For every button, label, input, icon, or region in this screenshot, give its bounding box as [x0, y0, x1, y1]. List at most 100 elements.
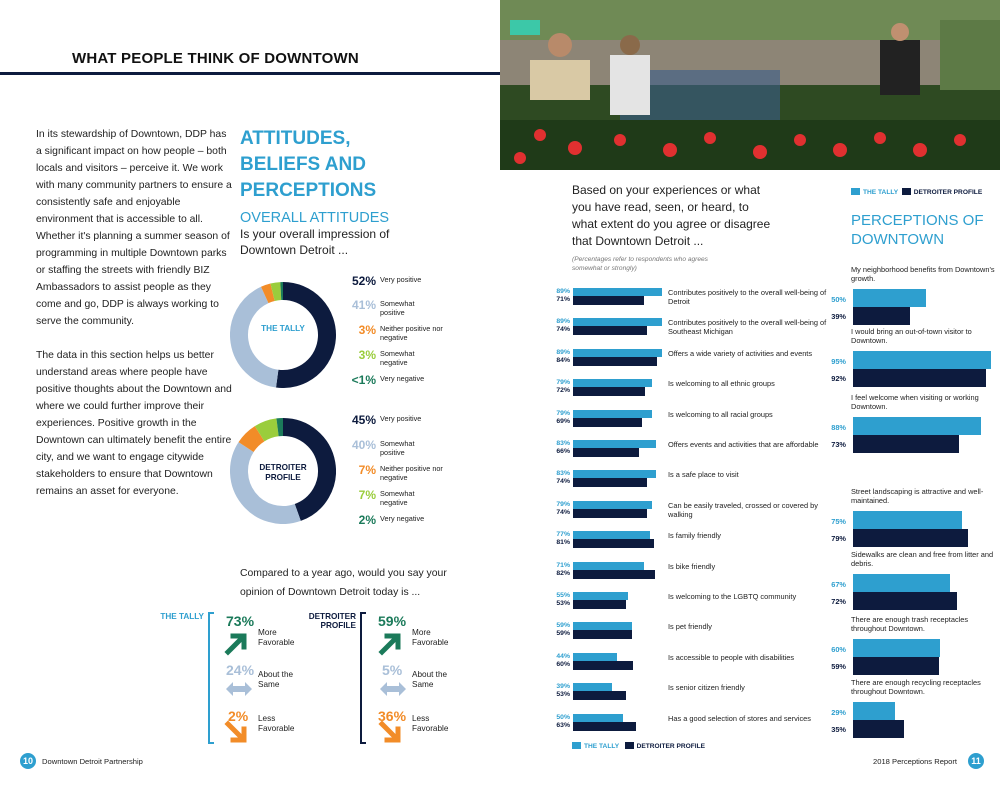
tally-same-label: About the Same [258, 670, 294, 689]
agreement-question: Based on your experiences or what you ha… [572, 183, 771, 248]
bar-row-label: Is accessible to people with disabilitie… [668, 652, 795, 662]
bar-row: 83% 74% Is a safe place to visit [540, 470, 840, 494]
detroiter-donut-chart [230, 418, 336, 524]
detroiter-stat: 45% Very positive [352, 413, 436, 427]
detroiter-bracket [360, 612, 366, 744]
donut-slice [238, 426, 265, 453]
tally-value-label: 39% [556, 683, 570, 691]
bar-row-label: Offers a wide variety of activities and … [668, 348, 813, 358]
bar-row: 79% 69% Is welcoming to all racial groups [540, 409, 840, 434]
detroiter-value-label: 69% [556, 417, 570, 425]
bar-row-label: Is senior citizen friendly [668, 683, 745, 693]
detroiter-value-label: 66% [556, 448, 570, 455]
comparison-question: Compared to a year ago, would you say yo… [240, 568, 447, 598]
detroiter-bar [573, 508, 647, 518]
donut-slice [230, 286, 279, 388]
tally-value-label: 55% [556, 592, 570, 599]
tally-value-label: 50% [556, 713, 570, 721]
title-rule [0, 72, 500, 75]
bar-row: 89% 74% Contributes positively to the over… [540, 318, 840, 342]
stat-pct: 2% [358, 513, 376, 527]
detroiter-bar [573, 478, 647, 488]
stat-pct: 41% [351, 298, 376, 312]
tally-value-label: 89% [556, 288, 570, 295]
overall-question: Is your overall impression of Downtown D… [240, 227, 390, 257]
legend-bottom: THE TALLY DETROITER PROFILE [572, 742, 705, 750]
detroiter-bar [853, 592, 958, 610]
stat-label: Somewhat positive [380, 439, 415, 457]
detroiter-bar [573, 630, 632, 640]
detroiter-bar [573, 448, 639, 457]
tally-value-label: 60% [831, 645, 846, 654]
detroiter-value-label: 39% [831, 312, 846, 321]
arrow-up-right-icon [224, 633, 247, 656]
tally-donut-label: THE TALLY [261, 324, 305, 333]
bar-row-label: Is bike friendly [668, 561, 716, 571]
tally-same-pct: 24% [226, 662, 255, 678]
detroiter-bar [573, 660, 633, 670]
detroiter-bar [853, 307, 910, 325]
detroiter-value-label: 53% [556, 691, 570, 699]
tally-bar [573, 500, 652, 509]
detroiter-value-label: 59% [556, 630, 570, 638]
donut-slice [254, 418, 280, 442]
donut-slice [230, 442, 301, 524]
detroiter-bar [853, 529, 968, 547]
detroiter-bar [573, 539, 654, 549]
stat-pct: <1% [351, 373, 376, 387]
tally-bar [573, 379, 652, 388]
arrow-left-right-icon [226, 682, 252, 696]
detroiter-same-pct: 5% [382, 662, 403, 678]
tally-value-label: 79% [556, 409, 570, 417]
detroiter-value-label: 84% [556, 356, 570, 364]
tally-comparison-tag: THE TALLY [160, 612, 204, 621]
tally-stat: 3% Somewhat negative [359, 348, 440, 367]
stat-label: Very negative [380, 514, 425, 523]
tally-stat: 52% Very positive [352, 274, 436, 288]
detroiter-donut-label: DETROITER PROFILE [259, 463, 307, 482]
tally-value-label: 89% [556, 318, 570, 326]
intro-text: In its stewardship of Downtown, DDP has … [36, 126, 232, 517]
tally-value-label: 29% [831, 708, 846, 717]
arrow-left-right-icon [380, 682, 406, 696]
tally-bracket [208, 612, 214, 744]
tally-bar [573, 348, 662, 357]
detroiter-value-label: 92% [831, 374, 846, 383]
detroiter-value-label: 73% [831, 440, 846, 449]
tally-bar [853, 417, 981, 435]
tally-value-label: 44% [556, 652, 570, 660]
stat-pct: 7% [358, 463, 376, 477]
legend-detroiter-swatch [624, 742, 634, 749]
detroiter-comparison-tag: DETROITER PROFILE [308, 612, 356, 630]
stat-label: Very positive [380, 275, 422, 284]
tally-stat: 3% Neither positive nor negative [359, 323, 444, 342]
donut-slice [276, 282, 336, 388]
bar-row: 44% 60% Is accessible to people with disab… [540, 652, 840, 677]
stat-label: Somewhat negative [380, 489, 415, 507]
detroiter-more-label: More Favorable [412, 628, 449, 647]
bar-row-label: Contributes positively to the overall we… [668, 288, 827, 306]
detroiter-bar [573, 417, 642, 427]
detroiter-value-label: 72% [831, 597, 846, 606]
tally-bar [853, 289, 926, 307]
tally-bar [853, 639, 940, 657]
tally-bar [573, 713, 623, 722]
bar-row: 77% 81% Is family friendly [540, 531, 840, 555]
perception-label: I would bring an out-of-town visitor to … [851, 327, 972, 345]
bar-row-label: Is welcoming to the LGBTQ community [668, 592, 797, 601]
tally-less-pct: 2% [228, 708, 249, 724]
tally-value-label: 59% [556, 622, 570, 630]
page-number-right: 11 [968, 753, 984, 769]
tally-donut-chart [230, 282, 336, 388]
page-title: WHAT PEOPLE THINK OF DOWNTOWN [72, 50, 359, 67]
tally-bar [573, 561, 644, 570]
stat-pct: 40% [351, 438, 376, 452]
tally-value-label: 50% [831, 295, 846, 304]
bar-row-label: Is pet friendly [668, 622, 712, 632]
tally-value-label: 83% [556, 470, 570, 478]
detroiter-value-label: 82% [556, 569, 570, 577]
tally-value-label: 88% [831, 423, 846, 432]
perceptions-title: PERCEPTIONS OF DOWNTOWN [851, 212, 984, 248]
perception-label: There are enough recycling receptacles t… [851, 678, 981, 696]
detroiter-bar [573, 387, 645, 397]
